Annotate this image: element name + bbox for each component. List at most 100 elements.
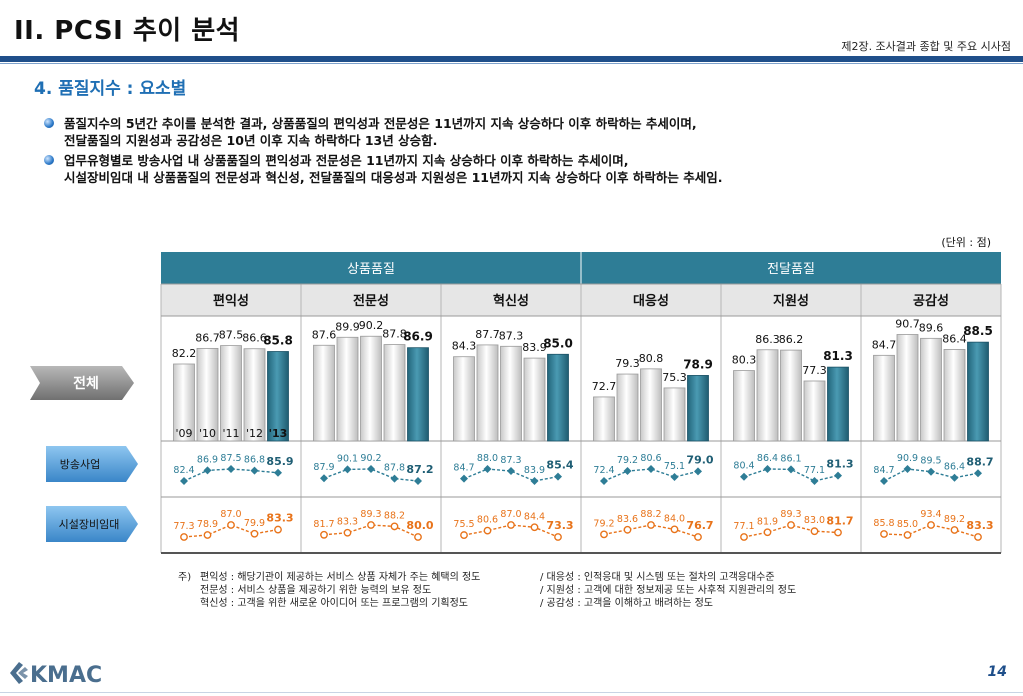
bar-total-0-3: [243, 348, 266, 442]
row-label-arrow-broadcast: [46, 446, 138, 482]
bar-label-total-5-2: 89.6: [919, 321, 944, 334]
point-label-1-3-1: 79.2: [617, 455, 638, 466]
point-label-1-3-4: 79.0: [686, 453, 713, 466]
logo-text: KMAC: [30, 663, 102, 687]
point-label-1-0-1: 86.9: [197, 454, 218, 465]
point-label-2-0-4: 83.3: [266, 512, 293, 525]
bar-total-3-1: [616, 373, 639, 442]
point-label-2-1-3: 88.2: [384, 510, 405, 521]
point-1-0-2: [227, 465, 235, 473]
point-label-1-1-3: 87.8: [384, 463, 405, 474]
row-label-arrow-total: [30, 366, 134, 400]
row-label-total: 전체: [73, 375, 99, 392]
bar-total-2-2: [500, 345, 522, 442]
point-label-2-3-0: 79.2: [593, 518, 614, 529]
category-header-2: [441, 284, 581, 316]
point-2-5-0: [880, 530, 888, 538]
point-1-4-0: [740, 472, 748, 481]
point-label-2-3-3: 84.0: [664, 513, 685, 524]
point-1-4-4: [834, 471, 842, 480]
point-label-2-1-0: 81.7: [313, 519, 334, 530]
footer-rule: [0, 692, 1023, 693]
point-2-4-3: [810, 527, 819, 536]
point-2-1-1: [343, 528, 352, 537]
point-1-0-4: [274, 468, 282, 477]
point-label-1-4-4: 81.3: [826, 458, 853, 471]
bar-label-total-0-4: 85.8: [263, 334, 293, 348]
bar-total-3-3: [663, 387, 686, 442]
point-label-1-5-0: 84.7: [873, 465, 894, 476]
point-label-2-1-2: 89.3: [360, 509, 381, 520]
chapter-label: 제2장. 조사결과 종합 및 주요 시사점: [841, 40, 1011, 53]
bar-label-total-5-0: 84.7: [872, 338, 897, 351]
group-header-label-0: 상품품질: [347, 262, 395, 277]
bar-label-total-0-2: 87.5: [219, 329, 244, 342]
category-label-5: 공감성: [913, 294, 949, 309]
bar-label-total-2-2: 87.3: [499, 329, 524, 342]
bar-total-3-4: [687, 375, 709, 442]
point-1-3-0: [600, 477, 608, 485]
bar-total-4-0: [733, 370, 755, 442]
point-label-2-0-3: 79.9: [244, 518, 265, 529]
bullet-2: 업무유형별로 방송사업 내 상품품질의 편익성과 전문성은 11년까지 지속 상…: [44, 152, 723, 186]
point-2-3-1: [623, 525, 632, 534]
bar-total-4-3: [803, 380, 826, 442]
point-2-2-0: [460, 531, 468, 539]
point-label-2-4-1: 81.9: [757, 516, 778, 527]
point-label-2-2-2: 87.0: [500, 509, 521, 520]
point-1-2-0: [460, 474, 468, 483]
category-header-3: [581, 284, 721, 316]
bar-total-5-2: [920, 337, 942, 442]
unit-label: (단위 : 점): [941, 236, 991, 249]
kmac-logo: KMAC: [10, 662, 102, 687]
bar-total-4-2: [780, 349, 802, 442]
row-label-facility: 시설장비임대: [59, 518, 120, 531]
point-label-1-0-0: 82.4: [173, 465, 194, 476]
bar-label-total-5-3: 86.4: [942, 332, 967, 345]
point-label-2-2-1: 80.6: [477, 515, 498, 526]
point-label-1-3-0: 72.4: [593, 465, 614, 476]
point-1-3-3: [670, 473, 679, 482]
bar-label-total-4-4: 81.3: [823, 349, 853, 363]
point-1-4-3: [810, 477, 819, 485]
point-1-1-4: [414, 477, 422, 485]
point-2-5-2: [927, 521, 935, 529]
bar-total-1-3: [383, 344, 406, 442]
point-label-1-5-1: 90.9: [897, 453, 918, 464]
point-label-2-3-1: 83.6: [617, 514, 638, 525]
bar-total-0-0: [173, 363, 195, 442]
point-2-2-4: [554, 533, 562, 541]
bullet-2-line-2: 시설장비임대 내 상품품질의 전문성과 혁신성, 전달품질의 대응성과 지원성은…: [64, 170, 723, 185]
bar-label-total-3-4: 78.9: [683, 357, 713, 371]
point-label-1-0-3: 86.8: [244, 455, 265, 466]
bar-label-total-3-0: 72.7: [592, 380, 617, 393]
year-label-3: '12: [246, 427, 263, 440]
point-1-1-0: [320, 474, 328, 483]
point-2-1-3: [390, 522, 399, 531]
bar-label-total-2-3: 83.9: [522, 341, 547, 354]
point-label-2-5-3: 89.2: [944, 514, 965, 525]
point-2-0-2: [227, 521, 235, 529]
section-title: 4. 품질지수 : 요소별: [34, 79, 187, 99]
point-1-1-1: [343, 465, 352, 474]
point-label-2-5-1: 85.0: [897, 519, 918, 530]
point-2-2-3: [530, 523, 539, 532]
kmac-mark-icon: [10, 662, 28, 684]
point-label-2-1-4: 80.0: [406, 519, 433, 532]
bar-label-total-1-2: 90.2: [359, 319, 384, 332]
point-label-1-1-1: 90.1: [337, 453, 358, 464]
point-2-1-4: [414, 533, 422, 541]
bar-label-total-3-2: 80.8: [639, 352, 664, 365]
bar-total-3-0: [593, 396, 615, 442]
point-2-0-4: [274, 525, 282, 534]
bar-total-0-1: [196, 347, 219, 442]
bar-label-total-4-1: 86.3: [755, 333, 780, 346]
bar-label-total-0-0: 82.2: [172, 347, 197, 360]
point-1-3-1: [623, 467, 632, 476]
point-label-2-3-2: 88.2: [640, 509, 661, 520]
bar-label-total-4-2: 86.2: [779, 333, 804, 346]
line-2-0: [183, 524, 279, 538]
row-label-arrow-facility: [46, 506, 138, 542]
category-label-3: 대응성: [633, 294, 669, 309]
